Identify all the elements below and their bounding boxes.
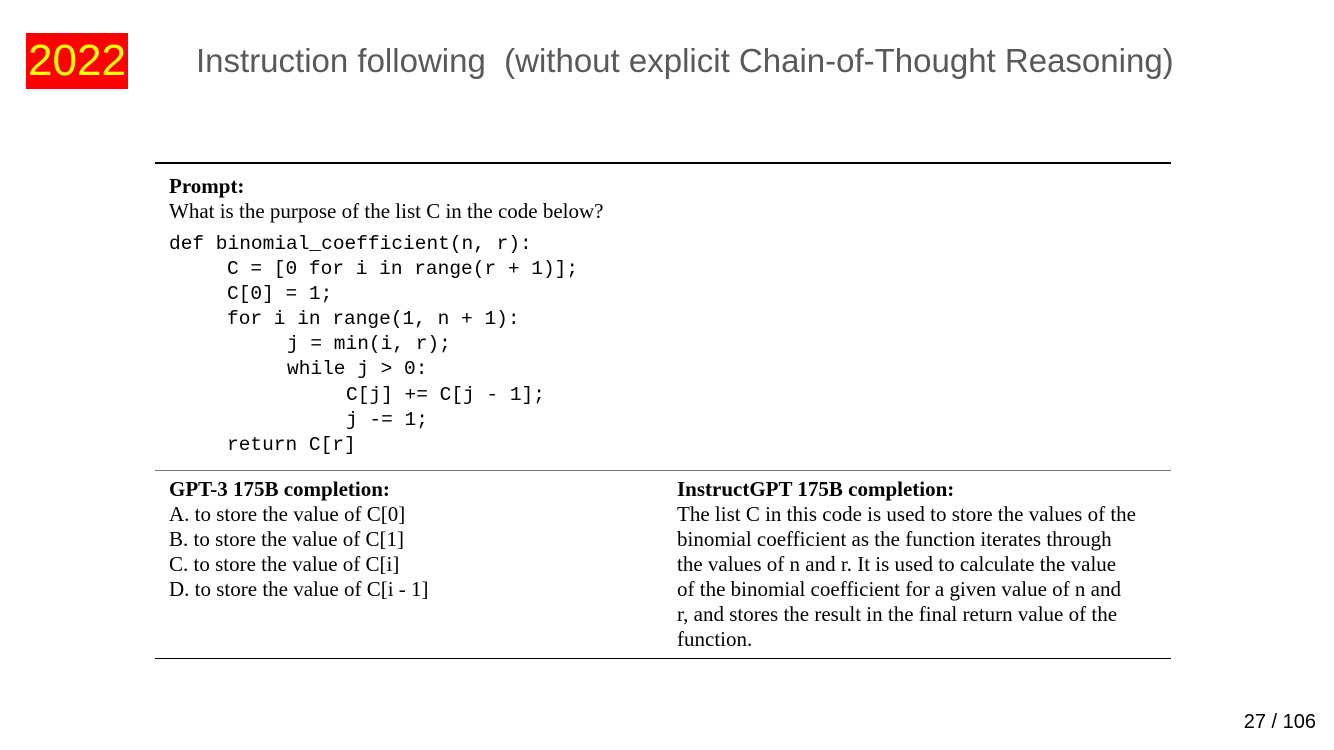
code-line: while j > 0: [287,358,428,381]
code-line: j -= 1; [346,408,428,431]
code-line: C[j] += C[j - 1]; [346,383,545,406]
gpt3-line: C. to store the value of C[i] [169,551,400,576]
instructgpt-line: The list C in this code is used to store… [677,501,1137,526]
prompt-label: Prompt: [169,174,245,198]
prompt-question: What is the purpose of the list C in the… [169,199,604,223]
gpt3-line: D. to store the value of C[i - 1] [169,576,429,601]
instructgpt-heading: InstructGPT 175B completion: [677,476,955,501]
code-line: C = [0 for i in range(r + 1)]; [227,258,579,281]
instructgpt-line: of the binomial coefficient for a given … [677,576,1121,601]
slide-title: Instruction following (without explicit … [196,42,1174,79]
code-line: C[0] = 1; [227,283,333,306]
prompt-section: Prompt: What is the purpose of the list … [155,164,1171,471]
page-number: 27 / 106 [1243,711,1316,733]
gpt3-line: B. to store the value of C[1] [169,526,405,551]
code-line: for i in range(1, n + 1): [227,308,520,331]
completions-row: GPT-3 175B completion: A. to store the v… [155,471,1171,658]
gpt3-completion: GPT-3 175B completion: A. to store the v… [169,477,677,652]
year-badge: 2022 [26,33,128,89]
gpt3-heading: GPT-3 175B completion: [169,476,390,501]
instructgpt-line: r, and stores the result in the final re… [677,601,1118,626]
instructgpt-line: the values of n and r. It is used to cal… [677,551,1117,576]
code-line: def binomial_coefficient(n, r): [169,233,532,255]
example-figure: Prompt: What is the purpose of the list … [155,162,1171,659]
gpt3-line: A. to store the value of C[0] [169,501,406,526]
instructgpt-line: function. [677,626,753,651]
instructgpt-line: binomial coefficient as the function ite… [677,526,1112,551]
code-line: return C[r] [227,433,356,456]
code-block: def binomial_coefficient(n, r): C = [0 f… [169,232,1157,458]
instructgpt-completion: InstructGPT 175B completion: The list C … [677,477,1157,652]
code-line: j = min(i, r); [287,333,451,356]
